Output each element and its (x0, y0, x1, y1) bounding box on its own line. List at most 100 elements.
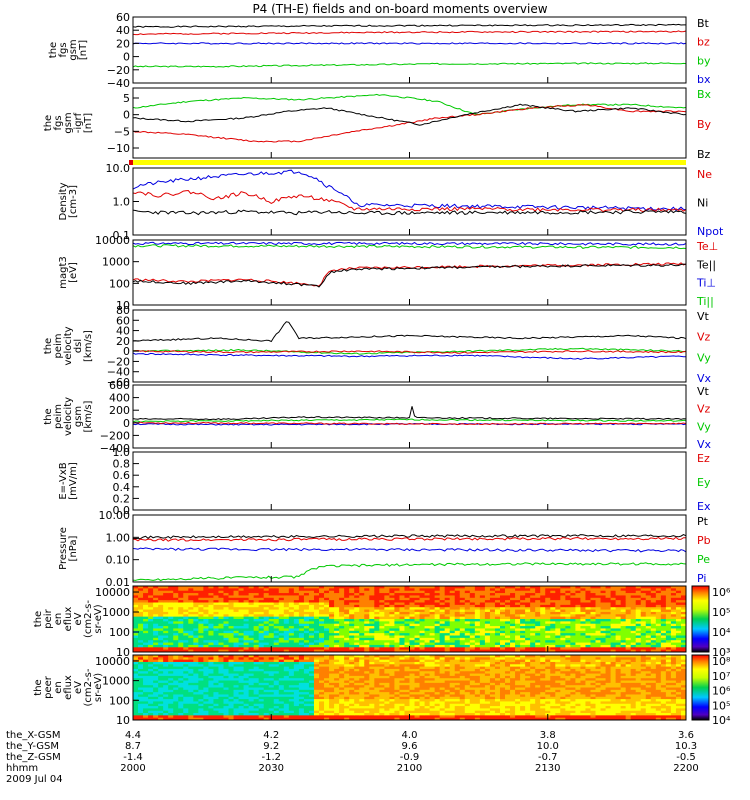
spectrogram-cell (319, 680, 325, 684)
spectrogram-cell (670, 607, 677, 610)
spectrogram-cell (233, 623, 239, 627)
spectrogram-cell (439, 602, 446, 606)
spectrogram-cell (163, 649, 169, 653)
spectrogram-cell (474, 602, 481, 606)
spectrogram-cell (253, 626, 260, 629)
y-axis-label: fgs (58, 42, 69, 57)
spectrogram-cell (665, 590, 672, 594)
spectrogram-cell (293, 689, 300, 693)
spectrogram-cell (354, 682, 360, 686)
spectrogram-cell (610, 647, 617, 651)
spectrogram-cell (545, 640, 551, 643)
spectrogram-cell (138, 655, 144, 658)
spectrogram-cell (223, 710, 229, 714)
spectrogram-cell (394, 713, 400, 716)
spectrogram-cell (143, 699, 149, 702)
spectrogram-cell (565, 602, 571, 606)
spectrogram-cell (273, 647, 280, 651)
spectrogram-cell (565, 595, 571, 599)
spectrogram-cell (298, 623, 305, 627)
spectrogram-cell (329, 685, 335, 688)
spectrogram-cell (339, 668, 345, 672)
spectrogram-cell (469, 640, 476, 643)
spectrogram-cell (379, 685, 385, 688)
spectrogram-cell (505, 633, 511, 636)
spectrogram-cell (469, 607, 476, 610)
spectrogram-cell (293, 699, 300, 702)
spectrogram-cell (253, 590, 260, 594)
spectrogram-cell (268, 689, 275, 693)
spectrogram-cell (203, 644, 209, 648)
spectrogram-cell (384, 699, 390, 702)
spectrogram-cell (198, 607, 204, 610)
spectrogram-cell (138, 593, 144, 596)
spectrogram-cell (354, 593, 360, 596)
spectrogram-cell (228, 621, 234, 625)
spectrogram-cell (650, 593, 657, 596)
spectrogram-cell (565, 609, 571, 613)
spectrogram-cell (283, 668, 290, 672)
spectrogram-cell (525, 623, 531, 627)
spectrogram-cell (414, 703, 420, 707)
spectrogram-cell (233, 671, 239, 674)
spectrogram-cell (283, 590, 290, 594)
spectrogram-cell (324, 713, 330, 716)
spectrogram-cell (394, 685, 400, 688)
spectrogram-cell (339, 706, 345, 709)
spectrogram-cell (263, 678, 270, 681)
spectrogram-cell (605, 644, 611, 648)
spectrogram-cell (293, 701, 300, 705)
spectrogram-cell (158, 717, 164, 721)
spectrogram-cell (193, 600, 199, 603)
spectrogram-cell (308, 664, 315, 668)
spectrogram-cell (258, 687, 265, 691)
spectrogram-cell (334, 713, 340, 716)
spectrogram-cell (565, 616, 571, 620)
spectrogram-cell (253, 602, 260, 606)
spectrogram-cell (394, 673, 400, 677)
spectrogram-cell (394, 604, 400, 608)
spectrogram-cell (434, 635, 441, 639)
spectrogram-cell (660, 626, 667, 629)
spectrogram-cell (288, 701, 295, 705)
spectrogram-cell (273, 644, 280, 648)
spectrogram-cell (339, 678, 345, 681)
spectrogram-cell (349, 659, 355, 663)
spectrogram-cell (555, 628, 561, 632)
spectrogram-cell (670, 623, 677, 627)
spectrogram-cell (424, 626, 431, 629)
spectrogram-cell (359, 635, 365, 639)
spectrogram-cell (158, 630, 164, 634)
spectrogram-cell (319, 701, 325, 705)
spectrogram-cell (505, 602, 511, 606)
spectrogram-cell (384, 655, 390, 658)
spectrogram-cell (349, 593, 355, 596)
spectrogram-cell (288, 604, 295, 608)
spectrogram-cell (595, 644, 601, 648)
spectrogram-cell (535, 586, 541, 589)
spectrogram-cell (449, 616, 456, 620)
spectrogram-cell (308, 609, 315, 613)
spectrogram-cell (148, 600, 154, 603)
spectrogram-cell (268, 671, 275, 674)
spectrogram-cell (313, 680, 320, 684)
spectrogram-cell (349, 609, 355, 613)
spectrogram-cell (444, 588, 451, 592)
spectrogram-cell (133, 593, 139, 596)
spectrogram-cell (334, 609, 340, 613)
spectrogram-cell (379, 710, 385, 714)
spectrogram-cell (349, 642, 355, 646)
spectrogram-cell (329, 619, 335, 622)
spectrogram-cell (550, 597, 556, 601)
spectrogram-cell (389, 699, 395, 702)
spectrogram-cell (233, 685, 239, 688)
spectrogram-cell (429, 678, 436, 681)
spectrogram-cell (203, 713, 209, 716)
spectrogram-cell (550, 611, 556, 615)
spectrogram-cell (273, 682, 280, 686)
spectrogram-cell (389, 659, 395, 663)
spectrogram-cell (354, 590, 360, 594)
spectrogram-cell (193, 678, 199, 681)
spectrogram-cell (399, 614, 405, 618)
spectrogram-cell (288, 597, 295, 601)
